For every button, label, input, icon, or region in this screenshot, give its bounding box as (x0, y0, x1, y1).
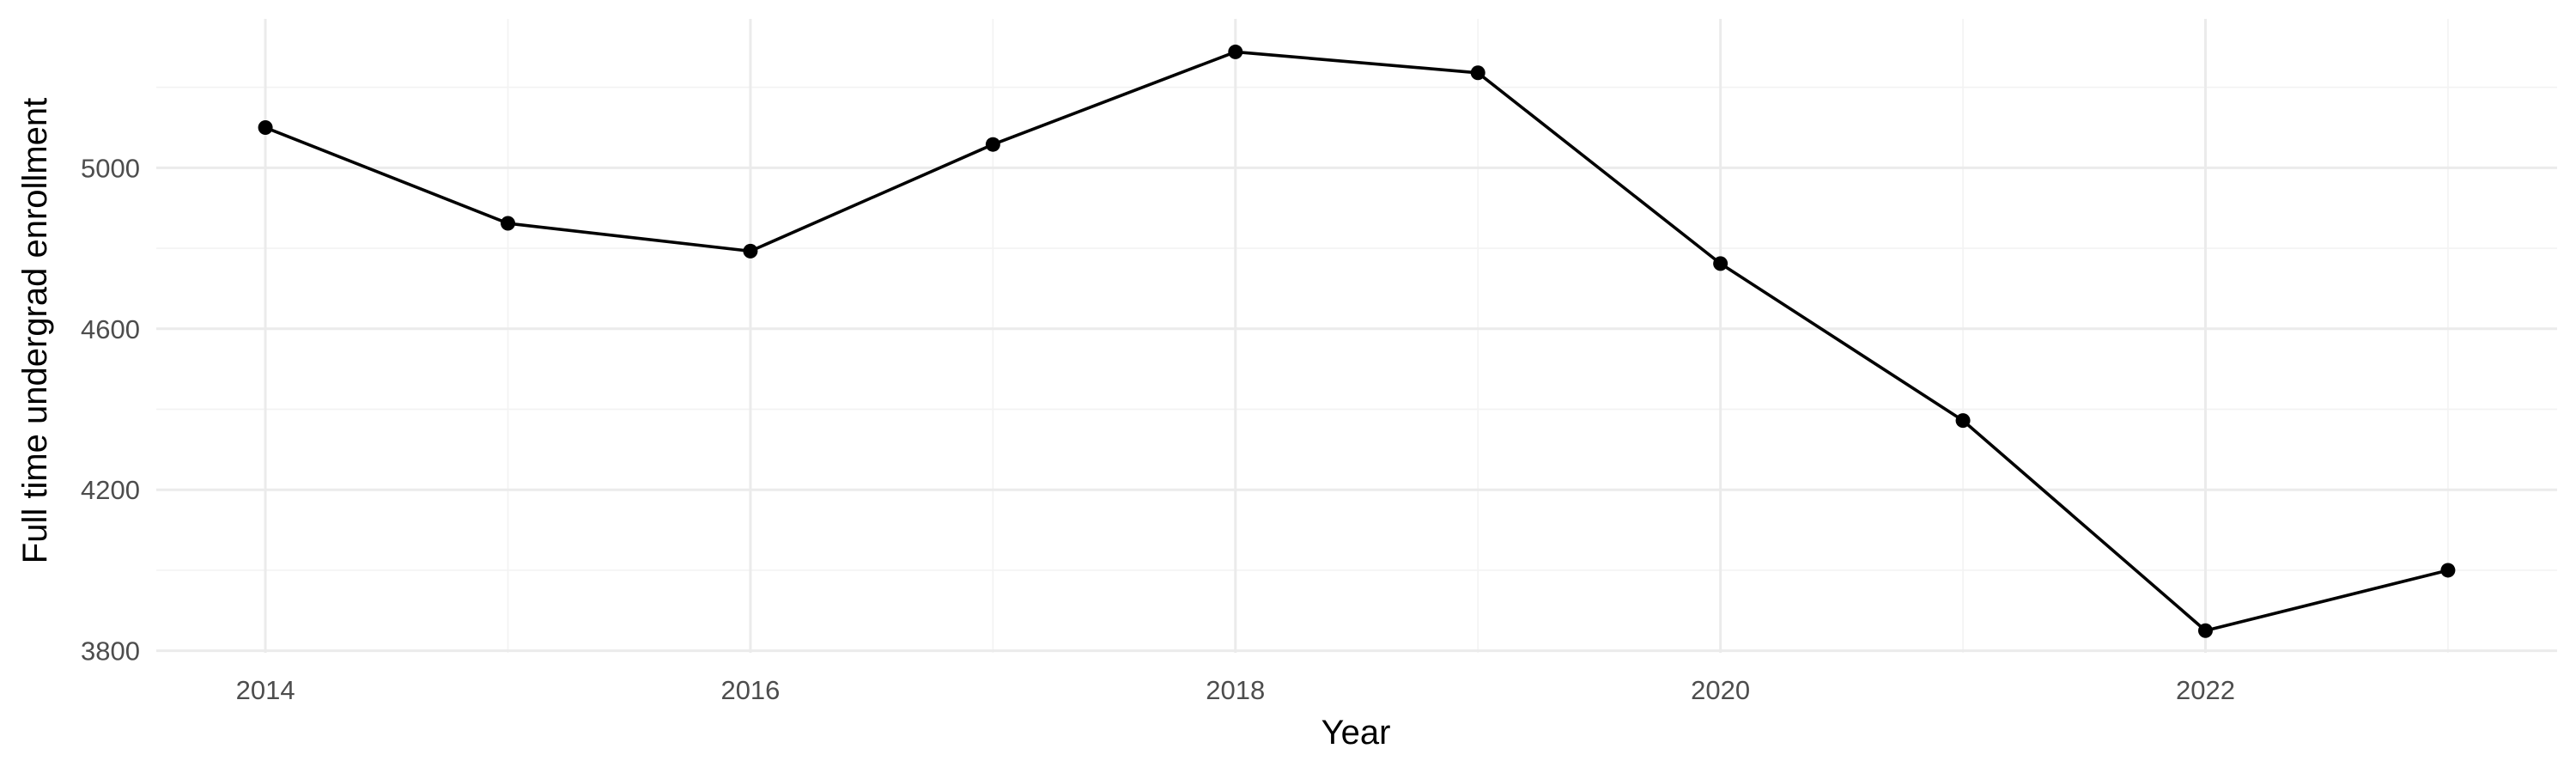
x-tick-label: 2020 (1691, 675, 1750, 705)
data-point (2440, 563, 2456, 578)
data-point (258, 120, 273, 136)
y-tick-label: 5000 (81, 153, 140, 183)
data-point (1713, 256, 1728, 271)
x-tick-label: 2018 (1206, 675, 1265, 705)
x-tick-label: 2022 (2176, 675, 2235, 705)
series-layer (258, 44, 2456, 638)
y-tick-label: 3800 (81, 636, 140, 666)
y-tick-label: 4600 (81, 314, 140, 344)
data-point (1228, 44, 1243, 59)
x-tick-label: 2014 (236, 675, 295, 705)
data-point (1955, 413, 1971, 429)
data-point (1470, 65, 1485, 81)
y-tick-label: 4200 (81, 475, 140, 505)
y-axis-title: Full time undergrad enrollment (16, 98, 54, 563)
y-axis-tick-labels: 3800 4200 4600 5000 (81, 153, 140, 666)
x-axis-tick-labels: 2014 2016 2018 2020 2022 (236, 675, 2235, 705)
data-point (2197, 623, 2213, 638)
data-point (985, 137, 1000, 152)
data-point (743, 243, 758, 259)
series-line (264, 50, 2449, 633)
x-axis-title: Year (1321, 714, 1391, 752)
x-tick-label: 2016 (720, 675, 780, 705)
major-gridlines (156, 19, 2557, 653)
minor-gridlines (156, 19, 2557, 653)
data-point (501, 216, 516, 231)
